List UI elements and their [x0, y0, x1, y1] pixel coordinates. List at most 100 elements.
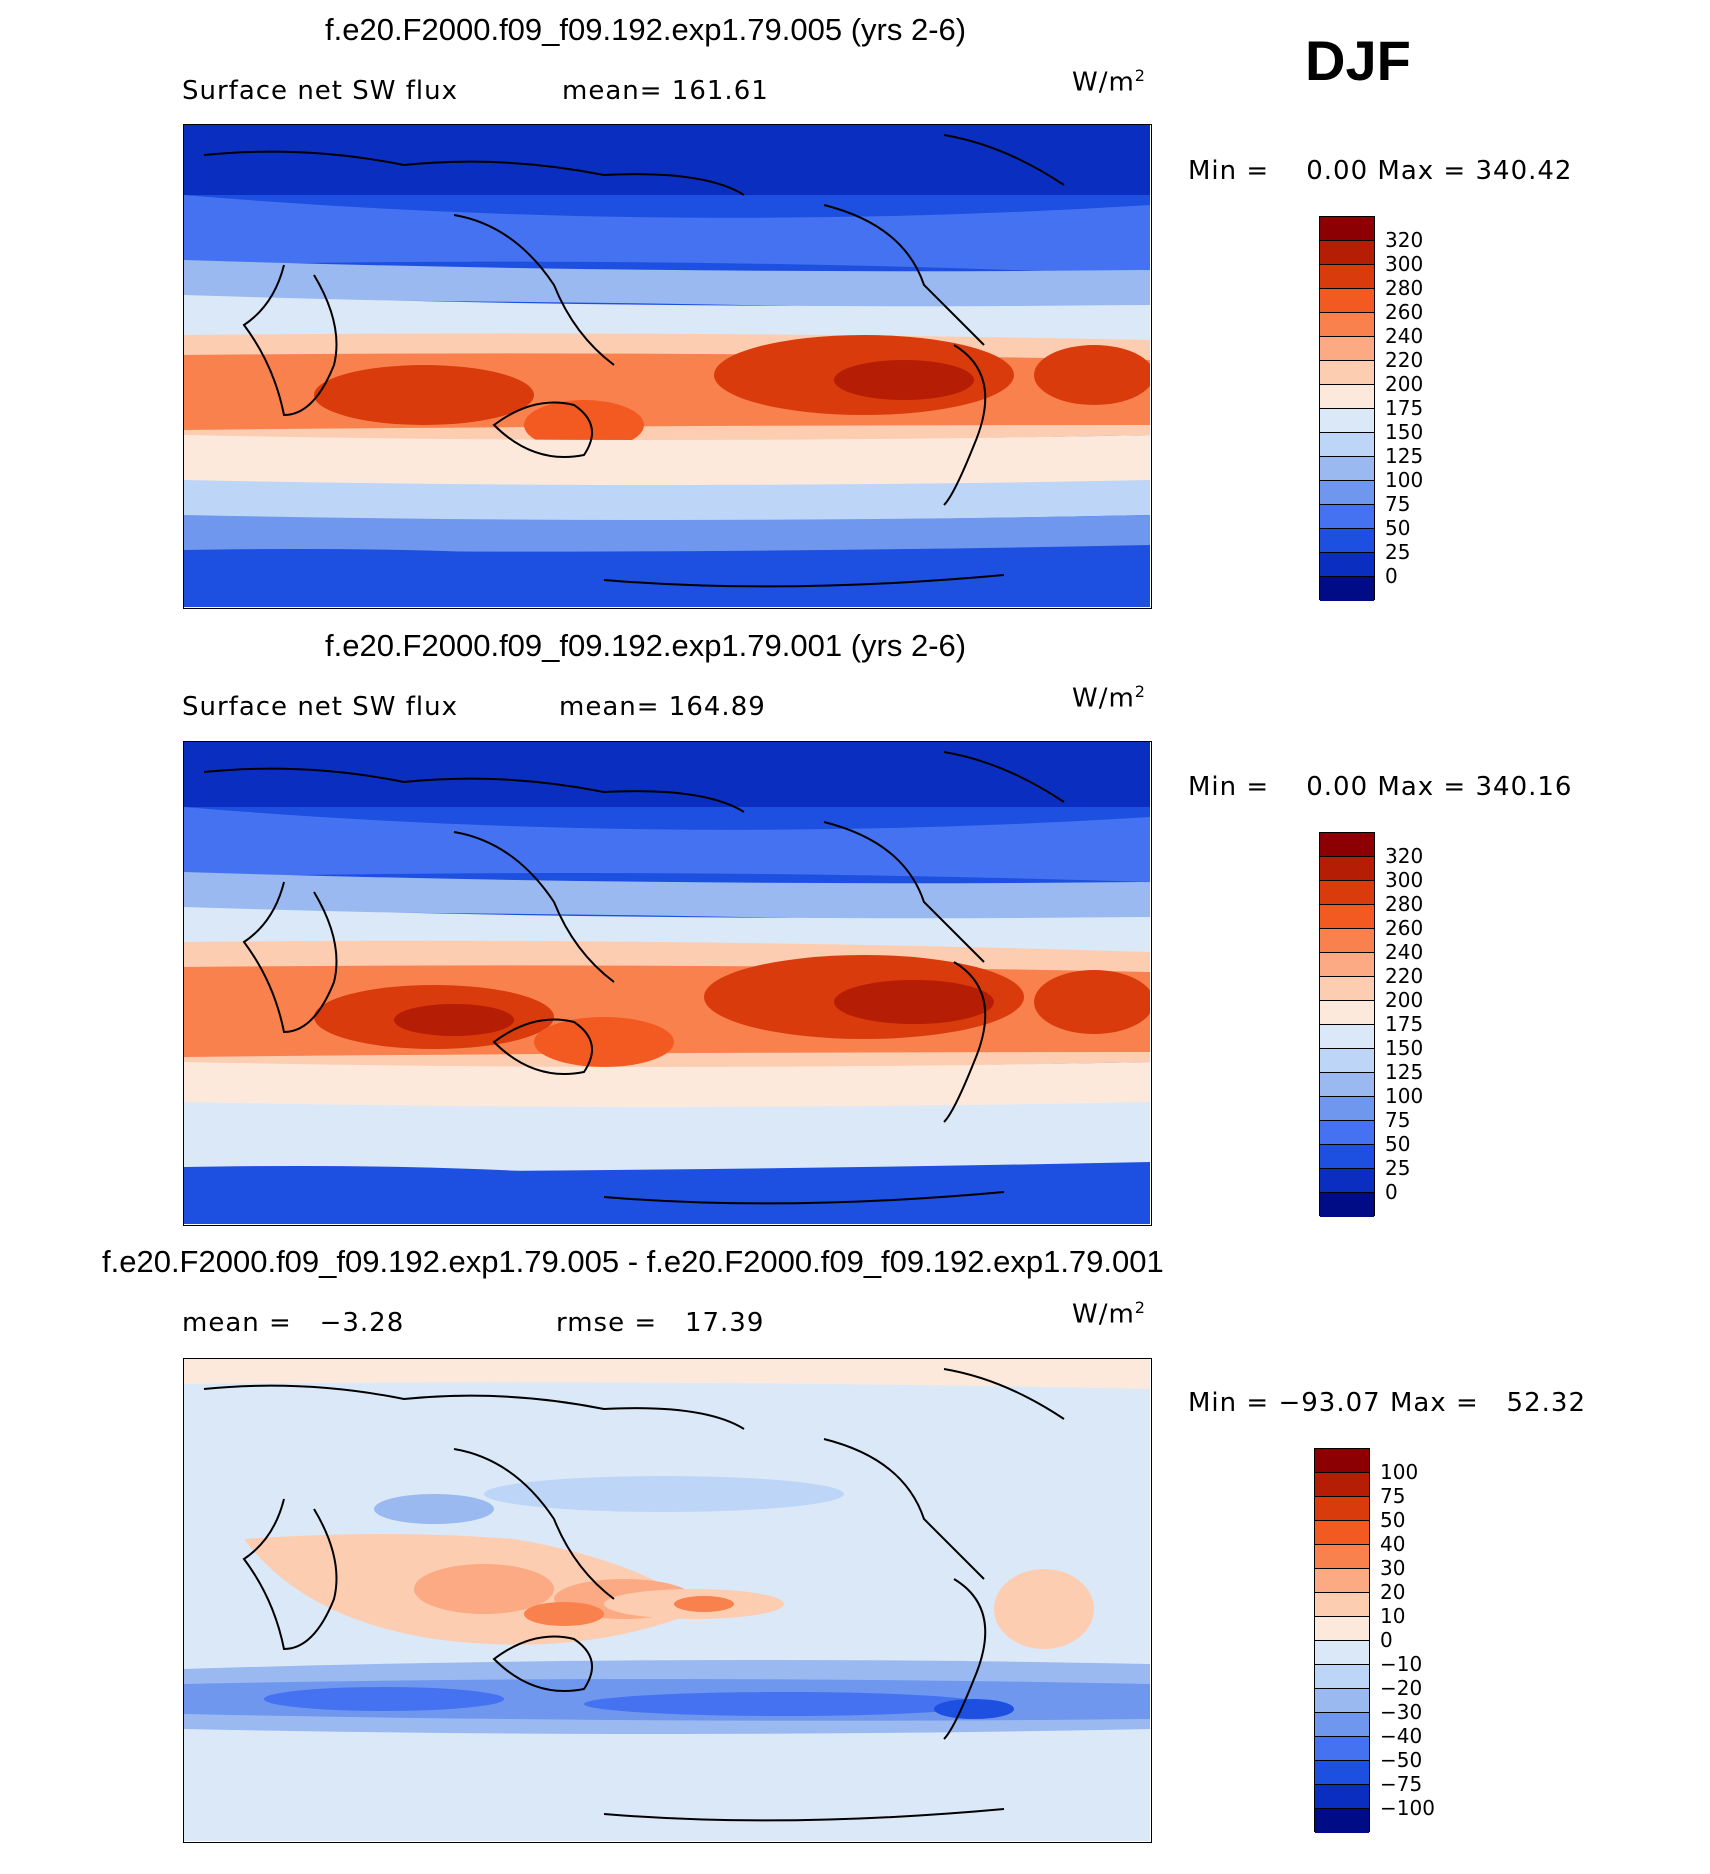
colorbar-tick-label: 220: [1385, 964, 1424, 988]
colorbar-swatch: [1320, 553, 1374, 577]
panel3-minmax: Min = −93.07 Max = 52.32: [1188, 1388, 1586, 1418]
colorbar-swatch: [1320, 1169, 1374, 1193]
colorbar-tick-label: 75: [1385, 1108, 1411, 1132]
colorbar-swatch: [1320, 529, 1374, 553]
colorbar-tick-label: −75: [1380, 1772, 1423, 1796]
colorbar-swatch: [1320, 1073, 1374, 1097]
colorbar-tick-label: 40: [1380, 1532, 1406, 1556]
colorbar-tick-label: 25: [1385, 540, 1411, 564]
colorbar-tick-label: 260: [1385, 300, 1424, 324]
colorbar-swatch: [1320, 1025, 1374, 1049]
colorbar-swatch: [1320, 833, 1374, 857]
colorbar-swatch: [1315, 1497, 1369, 1521]
colorbar-tick-label: 280: [1385, 276, 1424, 300]
colorbar-tick-label: 240: [1385, 940, 1424, 964]
panel1-title: f.e20.F2000.f09_f09.192.exp1.79.005 (yrs…: [325, 12, 967, 47]
colorbar-swatch: [1320, 361, 1374, 385]
panel3-colorbar: [1314, 1448, 1370, 1833]
colorbar-swatch: [1320, 505, 1374, 529]
colorbar-swatch: [1320, 1193, 1374, 1217]
colorbar-tick-label: 260: [1385, 916, 1424, 940]
colorbar-tick-label: 50: [1385, 1132, 1411, 1156]
colorbar-tick-label: −10: [1380, 1652, 1423, 1676]
colorbar-swatch: [1320, 1121, 1374, 1145]
panel2-units: W/m2: [1072, 682, 1146, 714]
panel3-rmse: rmse = 17.39: [556, 1308, 765, 1338]
colorbar-swatch: [1320, 1145, 1374, 1169]
colorbar-swatch: [1320, 337, 1374, 361]
colorbar-swatch: [1320, 241, 1374, 265]
colorbar-swatch: [1315, 1737, 1369, 1761]
panel1-map: [183, 124, 1152, 609]
colorbar-tick-label: 125: [1385, 444, 1424, 468]
panel2-mean: mean= 164.89: [559, 692, 766, 722]
colorbar-swatch: [1320, 881, 1374, 905]
colorbar-swatch: [1315, 1689, 1369, 1713]
colorbar-tick-label: −100: [1380, 1796, 1435, 1820]
colorbar-swatch: [1320, 481, 1374, 505]
colorbar-swatch: [1320, 977, 1374, 1001]
season-label: DJF: [1305, 29, 1411, 92]
colorbar-swatch: [1315, 1593, 1369, 1617]
colorbar-tick-label: 0: [1385, 1180, 1398, 1204]
colorbar-tick-label: 320: [1385, 844, 1424, 868]
colorbar-tick-label: 100: [1385, 1084, 1424, 1108]
panel1-mean: mean= 161.61: [562, 76, 769, 106]
panel3-map: [183, 1358, 1152, 1843]
colorbar-swatch: [1320, 1049, 1374, 1073]
colorbar-tick-label: −20: [1380, 1676, 1423, 1700]
panel3-title: f.e20.F2000.f09_f09.192.exp1.79.005 - f.…: [102, 1244, 1164, 1279]
colorbar-tick-label: 100: [1380, 1460, 1419, 1484]
colorbar-tick-label: −30: [1380, 1700, 1423, 1724]
colorbar-tick-label: 280: [1385, 892, 1424, 916]
colorbar-tick-label: 75: [1385, 492, 1411, 516]
colorbar-swatch: [1320, 857, 1374, 881]
colorbar-swatch: [1315, 1449, 1369, 1473]
panel1-units: W/m2: [1072, 66, 1146, 98]
colorbar-tick-label: −50: [1380, 1748, 1423, 1772]
colorbar-swatch: [1315, 1761, 1369, 1785]
colorbar-tick-label: −40: [1380, 1724, 1423, 1748]
colorbar-swatch: [1320, 409, 1374, 433]
colorbar-tick-label: 220: [1385, 348, 1424, 372]
colorbar-tick-label: 200: [1385, 372, 1424, 396]
colorbar-swatch: [1320, 457, 1374, 481]
colorbar-swatch: [1320, 433, 1374, 457]
colorbar-swatch: [1315, 1809, 1369, 1833]
colorbar-swatch: [1320, 385, 1374, 409]
colorbar-swatch: [1315, 1569, 1369, 1593]
colorbar-tick-label: 100: [1385, 468, 1424, 492]
colorbar-tick-label: 200: [1385, 988, 1424, 1012]
colorbar-tick-label: 150: [1385, 1036, 1424, 1060]
colorbar-tick-label: 0: [1385, 564, 1398, 588]
colorbar-swatch: [1320, 929, 1374, 953]
colorbar-tick-label: 50: [1380, 1508, 1406, 1532]
colorbar-swatch: [1320, 313, 1374, 337]
colorbar-swatch: [1315, 1473, 1369, 1497]
colorbar-tick-label: 20: [1380, 1580, 1406, 1604]
panel2-minmax: Min = 0.00 Max = 340.16: [1188, 772, 1573, 802]
colorbar-tick-label: 0: [1380, 1628, 1393, 1652]
colorbar-swatch: [1320, 1097, 1374, 1121]
colorbar-tick-label: 175: [1385, 396, 1424, 420]
colorbar-swatch: [1315, 1785, 1369, 1809]
colorbar-swatch: [1320, 217, 1374, 241]
colorbar-swatch: [1315, 1545, 1369, 1569]
colorbar-tick-label: 300: [1385, 252, 1424, 276]
colorbar-swatch: [1320, 1001, 1374, 1025]
colorbar-tick-label: 240: [1385, 324, 1424, 348]
panel1-minmax: Min = 0.00 Max = 340.42: [1188, 156, 1573, 186]
colorbar-tick-label: 175: [1385, 1012, 1424, 1036]
colorbar-tick-label: 75: [1380, 1484, 1406, 1508]
panel3-mean: mean = −3.28: [182, 1308, 405, 1338]
panel3-units: W/m2: [1072, 1298, 1146, 1330]
colorbar-tick-label: 300: [1385, 868, 1424, 892]
colorbar-tick-label: 125: [1385, 1060, 1424, 1084]
colorbar-tick-label: 25: [1385, 1156, 1411, 1180]
colorbar-swatch: [1315, 1665, 1369, 1689]
colorbar-swatch: [1320, 265, 1374, 289]
colorbar-swatch: [1315, 1641, 1369, 1665]
colorbar-tick-label: 10: [1380, 1604, 1406, 1628]
panel2-map: [183, 741, 1152, 1226]
panel1-variable: Surface net SW flux: [182, 76, 458, 106]
